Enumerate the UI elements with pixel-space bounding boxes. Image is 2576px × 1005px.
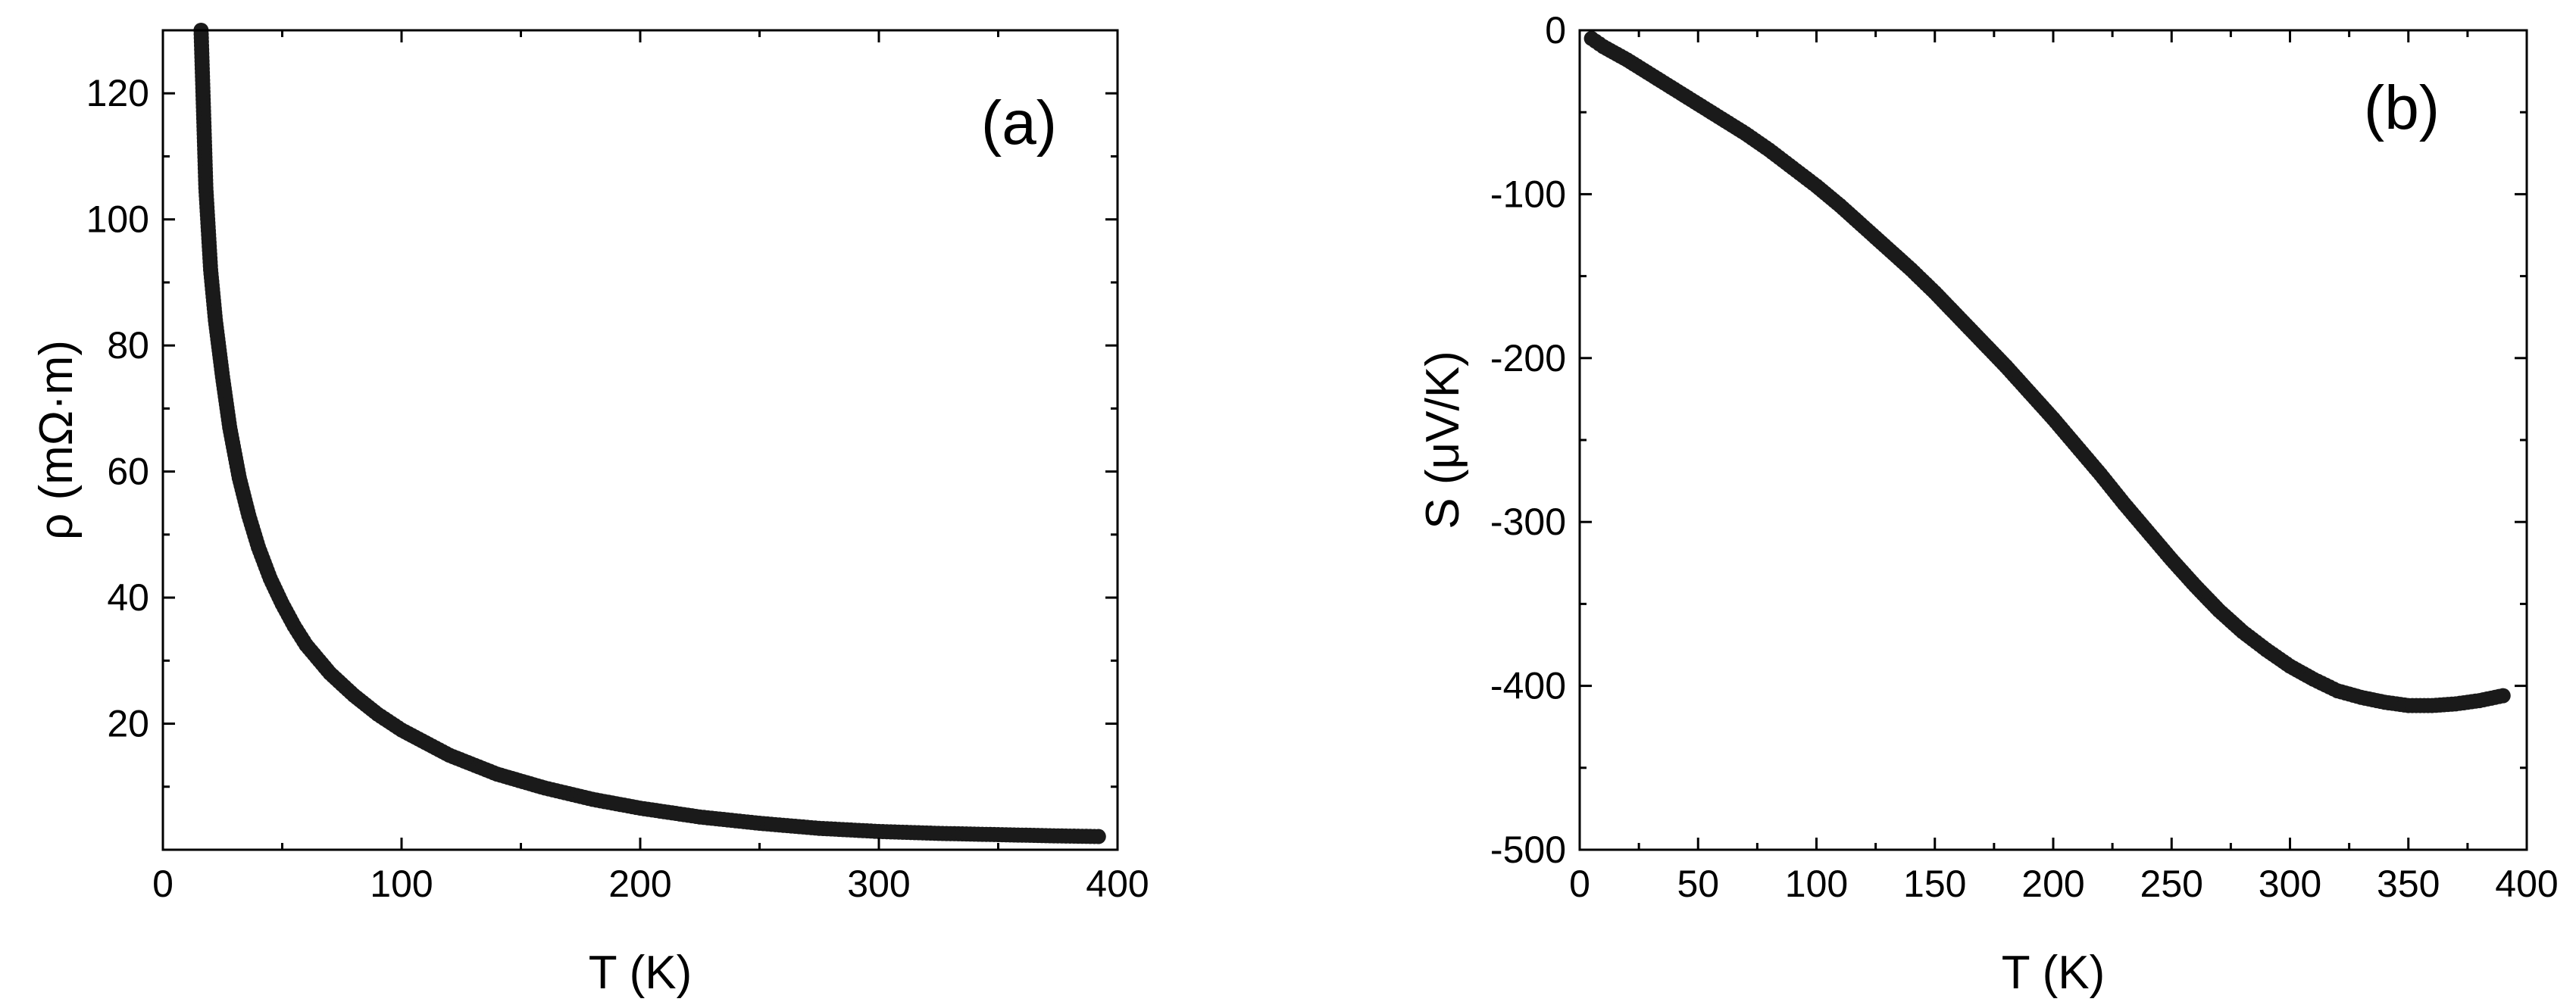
panel-a-data-points [193, 23, 1106, 844]
panel-b-y-tick-label: -100 [1490, 173, 1566, 215]
panel-a-y-tick-label: 100 [86, 198, 149, 241]
panel-a-x-tick-label: 300 [847, 863, 910, 905]
panel-b-label: (b) [2364, 73, 2440, 142]
chart-panel-b: 0 50 100 150 200 250 300 350 400 0 -100 -200 -300 -40… [1417, 9, 2559, 999]
panel-a-label: (a) [981, 89, 1057, 158]
panel-a-x-tick-label: 200 [608, 863, 671, 905]
panel-a-ticks: 0 100 200 300 400 20 40 60 80 100 120 [86, 29, 1149, 905]
panel-a-data-marker [1086, 829, 1102, 844]
panel-b-data-marker [2491, 688, 2507, 704]
panel-b-y-tick-label: 0 [1545, 9, 1566, 51]
panel-b-x-tick-label: 400 [2495, 863, 2558, 905]
panel-a-y-axis-label: ρ (mΩ·m) [30, 340, 83, 540]
panel-a-y-tick-label: 60 [107, 451, 149, 493]
panel-a-y-tick-label: 80 [107, 324, 149, 367]
panel-b-x-tick-label: 250 [2140, 863, 2203, 905]
panel-b-x-tick-label: 100 [1785, 863, 1848, 905]
panel-b-y-tick-label: -200 [1490, 337, 1566, 379]
panel-b-ticks: 0 50 100 150 200 250 300 350 400 0 -100 -200 -300 -40… [1490, 9, 2559, 905]
panel-b-x-tick-label: 150 [1903, 863, 1966, 905]
panel-b-x-tick-label: 200 [2021, 863, 2084, 905]
panel-b-y-tick-label: -500 [1490, 829, 1566, 871]
panel-a-y-tick-label: 120 [86, 72, 149, 114]
panel-b-x-tick-label: 0 [1569, 863, 1590, 905]
panel-b-x-tick-label: 50 [1677, 863, 1719, 905]
panel-b-y-axis-label: S (μV/K) [1417, 351, 1469, 529]
panel-a-x-tick-label: 100 [370, 863, 433, 905]
panel-b-y-tick-label: -400 [1490, 665, 1566, 707]
panel-b-x-tick-label: 350 [2377, 863, 2440, 905]
panel-b-y-tick-label: -300 [1490, 501, 1566, 543]
panel-a-y-tick-label: 40 [107, 576, 149, 619]
panel-a-x-axis-label: T (K) [589, 947, 692, 999]
panel-b-data-points [1583, 30, 2511, 713]
panel-a-x-tick-label: 0 [152, 863, 174, 905]
panel-a-y-tick-label: 20 [107, 703, 149, 745]
panel-b-x-axis-label: T (K) [2002, 947, 2106, 999]
chart-panel-a: 0 100 200 300 400 20 40 60 80 100 120 T (K) ρ (mΩ·… [30, 23, 1149, 999]
panel-b-x-tick-label: 300 [2259, 863, 2321, 905]
panel-a-x-tick-label: 400 [1086, 863, 1149, 905]
